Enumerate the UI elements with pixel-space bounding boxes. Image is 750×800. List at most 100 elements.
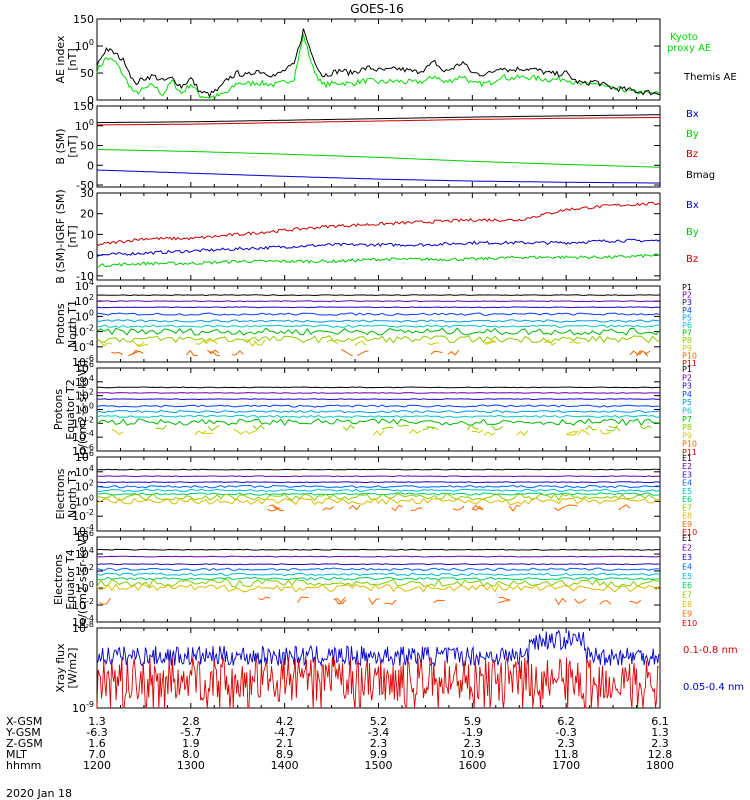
flux-segment-8 — [155, 424, 168, 430]
x-column-value: 1800 — [646, 759, 674, 772]
y-tick-label: 10-8 — [72, 620, 94, 635]
flux-segment-9 — [391, 504, 403, 512]
legend-label: E3 — [682, 470, 692, 479]
y-axis-label: B (SM)-IGRF (SM) — [54, 189, 67, 283]
flux-segment-9 — [577, 429, 590, 436]
flux-segment-9 — [484, 340, 496, 344]
y-tick-label: 10-9 — [72, 700, 94, 715]
flux-segment-9 — [471, 504, 484, 510]
y-tick-label: 10 — [80, 228, 94, 241]
legend-label: P1 — [682, 365, 692, 374]
legend-label: P5 — [682, 398, 692, 407]
flux-segment-10 — [341, 349, 353, 357]
x-row-label: Y-GSM — [5, 726, 41, 739]
y-axis-label: North T3 — [66, 470, 79, 518]
legend-label: P7 — [682, 415, 692, 424]
flux-line-4 — [96, 312, 661, 316]
legend-label: P6 — [682, 321, 692, 330]
y-tick-label: 10-4 — [72, 614, 94, 629]
legend-label: P10 — [682, 440, 697, 449]
y-axis-label: B (SM) — [54, 128, 67, 164]
y-tick-label: 10-2 — [72, 508, 94, 523]
legend-b-sm: Bmag — [686, 170, 715, 181]
legend-b-igrf: Bx — [686, 200, 699, 211]
flux-line-4 — [96, 484, 661, 489]
y-axis-label: [W/m2] — [66, 648, 79, 689]
x-row-label: hhmm — [6, 759, 41, 772]
legend-label: P11 — [682, 359, 697, 368]
flux-line-1 — [96, 468, 661, 471]
flux-segment-9 — [322, 506, 334, 511]
legend-label: P8 — [682, 336, 692, 345]
y-tick-label: 10-6 — [72, 354, 94, 369]
y-axis-label: Xray flux — [54, 643, 67, 693]
flux-line-8 — [96, 335, 661, 344]
x-column-value: 6.1 — [651, 715, 669, 728]
x-column-value: 1.3 — [88, 715, 106, 728]
y-tick-label: 10-4 — [72, 429, 94, 444]
y-tick-label: 10-2 — [72, 597, 94, 612]
legend-b-sm: By — [686, 129, 699, 140]
legend-label: E10 — [682, 528, 697, 537]
flux-line-3 — [96, 481, 661, 484]
flux-segment-9 — [484, 341, 496, 345]
flux-segment-9 — [334, 598, 347, 605]
legend-label: P3 — [682, 298, 692, 307]
legend-b-igrf: By — [686, 227, 699, 238]
y-axis-label: [e/(cm2-s-sr-keV)] — [76, 530, 89, 629]
legend-label: P4 — [682, 390, 692, 399]
flux-segment-9 — [258, 596, 271, 601]
flux-segment-9 — [194, 430, 207, 436]
y-tick-label: 100 — [75, 580, 94, 595]
x-column-value: 1.9 — [182, 737, 200, 750]
flux-segment-9 — [483, 431, 496, 436]
x-column-value: 1300 — [177, 759, 205, 772]
y-tick-label: 10-6 — [72, 443, 94, 458]
y-tick-label: 50 — [80, 67, 94, 80]
x-column-value: 5.9 — [464, 715, 482, 728]
legend-label: P9 — [682, 431, 692, 440]
flux-line-4 — [96, 404, 661, 408]
x-column-value: 7.0 — [88, 748, 106, 761]
legend-label: P10 — [682, 351, 697, 360]
flux-segment-8 — [606, 424, 618, 432]
flux-segment-8 — [252, 424, 265, 431]
flux-segment-9 — [498, 600, 510, 604]
series-line-1 — [96, 169, 660, 184]
x-column-value: 5.2 — [370, 715, 388, 728]
flux-line-5 — [96, 319, 661, 323]
y-tick-label: 102 — [75, 293, 94, 308]
flux-segment-9 — [599, 600, 612, 605]
x-column-value: -4.7 — [274, 726, 295, 739]
legend-label: P4 — [682, 306, 692, 315]
flux-segment-9 — [433, 599, 445, 604]
flux-segment-8 — [466, 424, 479, 431]
legend-label: E8 — [682, 600, 692, 609]
y-tick-label: 102 — [75, 388, 94, 403]
flux-segment-9 — [498, 596, 511, 601]
y-axis-label: [nT] — [66, 225, 79, 247]
flux-line-6 — [96, 414, 661, 419]
flux-line-2 — [96, 475, 660, 478]
flux-line-2 — [96, 555, 661, 558]
y-tick-label: 10-4 — [72, 339, 94, 354]
flux-line-5 — [97, 488, 661, 492]
legend-label: E2 — [682, 543, 692, 552]
series-line-3 — [96, 201, 661, 247]
flux-segment-9 — [245, 430, 257, 435]
y-axis-label: Protons — [54, 303, 67, 344]
y-tick-label: 10-2 — [72, 324, 94, 339]
series-line-1 — [96, 238, 661, 257]
legend-b-sm: Bx — [686, 109, 699, 120]
flux-segment-9 — [508, 504, 521, 512]
legend-label: P2 — [682, 373, 692, 382]
flux-line-5 — [96, 572, 661, 577]
y-tick-label: 104 — [75, 374, 94, 389]
xray-line-2 — [96, 629, 660, 668]
flux-line-1 — [96, 548, 660, 551]
legend-label: E3 — [682, 553, 692, 562]
legend-label: E4 — [682, 562, 692, 571]
panel-frame — [96, 285, 661, 363]
